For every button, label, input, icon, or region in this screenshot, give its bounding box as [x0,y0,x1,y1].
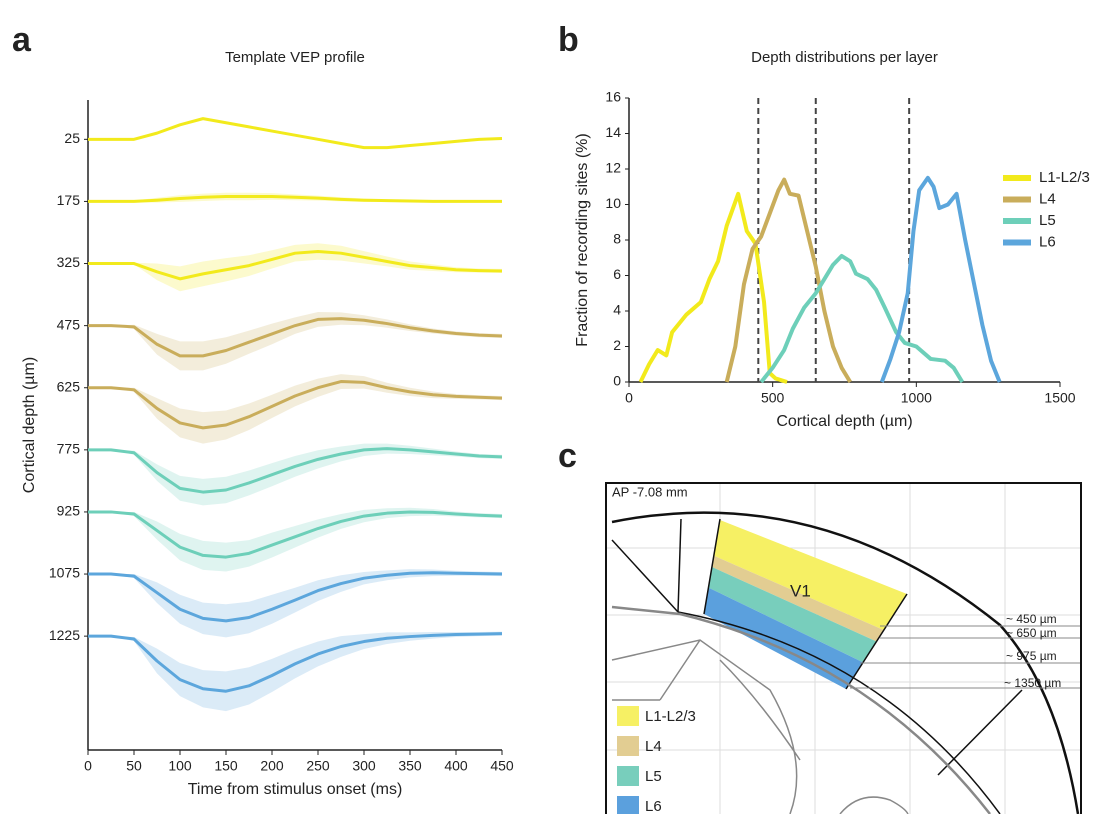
x-tick-label: 250 [306,758,330,774]
depth-label: ~ 975 µm [1006,649,1057,663]
x-tick-label: 450 [490,758,514,774]
y-tick-label: 14 [605,124,621,140]
error-band [88,507,502,572]
y-tick-label: 10 [605,195,621,211]
x-tick-label: 150 [214,758,238,774]
y-tick-label: 6 [613,266,621,282]
legend-swatch [617,736,639,756]
x-tick-label: 0 [84,758,92,774]
y-tick-label: 12 [605,160,621,176]
data-line [88,317,503,358]
y-tick-label: 16 [605,89,621,105]
data-line [724,177,852,384]
error-band [88,569,502,638]
data-line [638,191,788,384]
legend-label: L5 [645,768,662,785]
legend-label: L1-L2/3 [1039,169,1090,186]
legend-label: L6 [1039,233,1056,250]
data-line [88,380,503,430]
data-line [88,250,503,281]
data-line [759,253,965,384]
legend-label: L1-L2/3 [645,708,696,725]
legend-swatch [617,706,639,726]
y-tick-label: 1075 [49,565,80,581]
legend-swatch [617,796,639,814]
layer-band [712,555,884,642]
data-line [88,194,502,203]
x-tick-label: 300 [352,758,376,774]
legend-swatch [617,766,639,786]
region-label: V1 [790,581,811,600]
y-tick-label: 925 [57,503,81,519]
error-band [88,374,502,444]
section-label: AP -7.08 mm [612,484,688,499]
y-tick-label: 625 [57,378,81,394]
x-tick-label: 1000 [901,390,932,406]
panel-label: b [558,21,579,59]
atlas [605,482,1082,814]
x-tick-label: 400 [444,758,468,774]
y-tick-label: 0 [613,373,621,389]
y-tick-label: 475 [57,316,81,332]
layer-band [708,567,877,663]
y-tick-label: 175 [57,192,81,208]
y-axis-label: Cortical depth (µm) [21,357,38,493]
panel-label: c [558,437,577,475]
y-tick-label: 1225 [49,627,80,643]
x-tick-label: 0 [625,390,633,406]
panel-label: a [12,21,32,59]
depth-label: ~ 650 µm [1006,626,1057,640]
chart-title: Template VEP profile [225,49,365,66]
x-axis-label: Time from stimulus onset (ms) [188,781,403,798]
error-band [88,631,502,712]
legend-label: L4 [1039,190,1056,207]
x-tick-label: 500 [761,390,785,406]
y-tick-label: 4 [613,302,621,318]
depth-label: ~ 450 µm [1006,612,1057,626]
error-band [88,243,502,292]
x-tick-label: 1500 [1044,390,1075,406]
data-line [88,447,503,494]
legend-label: L4 [645,738,662,755]
y-tick-label: 8 [613,231,621,247]
legend-label: L5 [1039,212,1056,229]
x-tick-label: 100 [168,758,192,774]
y-tick-label: 25 [64,130,80,146]
y-tick-label: 2 [613,337,621,353]
data-line [88,632,503,693]
layer-band [713,520,907,631]
data-line [88,510,503,559]
x-tick-label: 350 [398,758,422,774]
error-band [88,311,502,371]
x-tick-label: 200 [260,758,284,774]
data-line [879,175,1002,383]
layer-band [704,587,864,689]
x-axis-label: Cortical depth (µm) [776,413,912,430]
legend-label: L6 [645,798,662,814]
data-line [88,117,503,150]
data-line [88,571,503,623]
x-tick-label: 50 [126,758,142,774]
depth-label: ~ 1350 µm [1004,676,1061,690]
chart-title: Depth distributions per layer [751,49,938,66]
y-axis-label: Fraction of recording sites (%) [574,133,591,346]
y-tick-label: 325 [57,254,81,270]
y-tick-label: 775 [57,441,81,457]
